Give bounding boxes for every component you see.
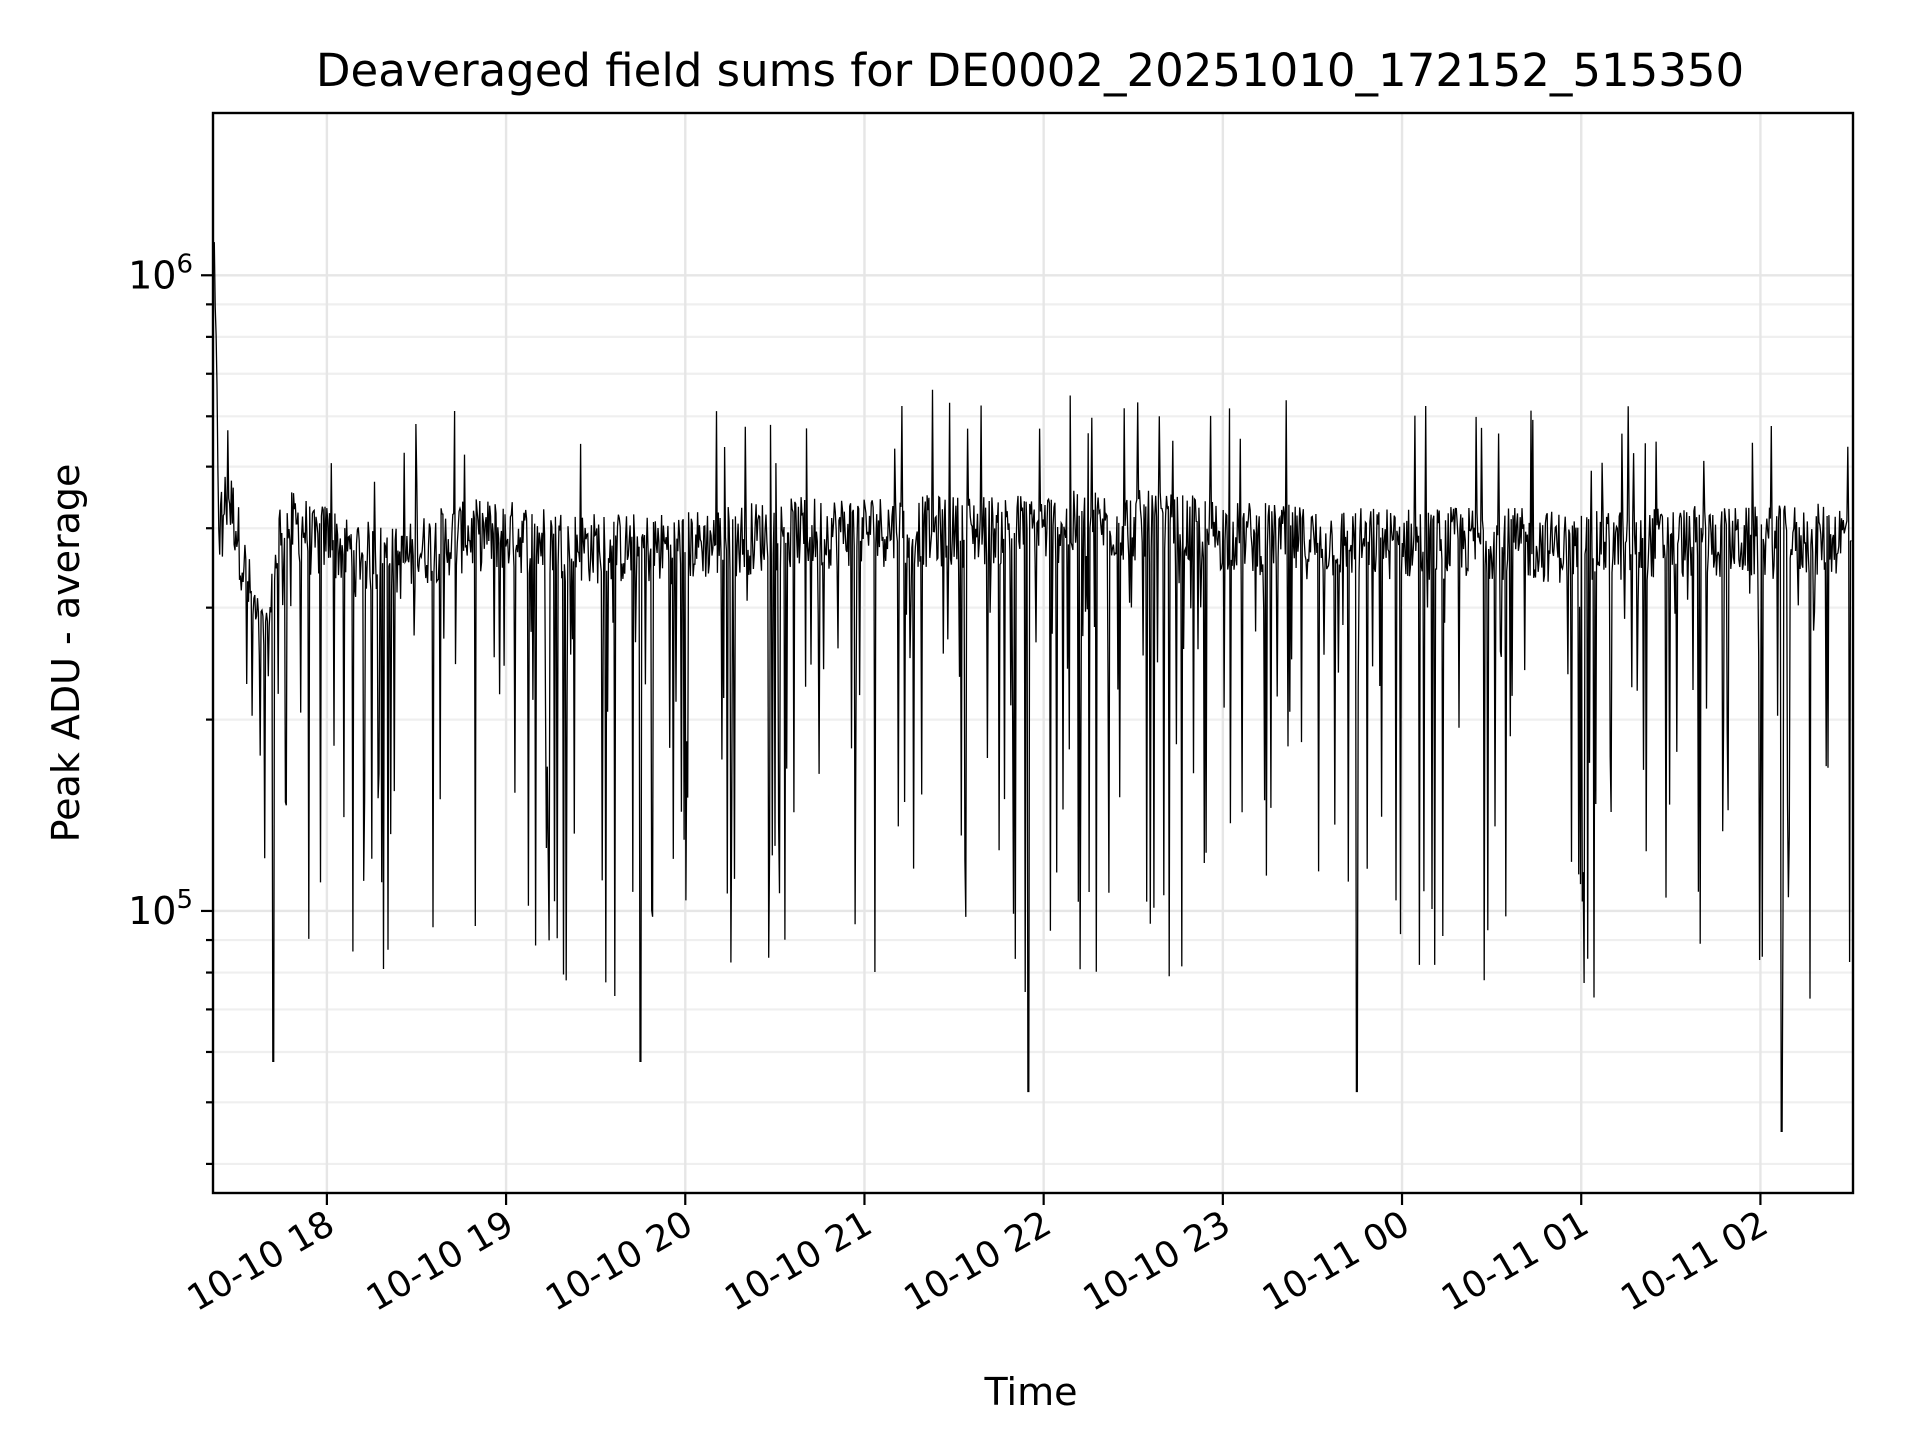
series-line [212,242,1852,1133]
x-axis-label: Time [984,1370,1078,1414]
y-axis-label: Peak ADU - average [44,464,88,843]
chart-title: Deaveraged field sums for DE0002_2025101… [316,44,1744,97]
plot-area [211,111,1855,1195]
series-layer [212,242,1852,1133]
y-tick-label: 105 [128,885,193,933]
y-tick-label: 106 [128,249,193,297]
